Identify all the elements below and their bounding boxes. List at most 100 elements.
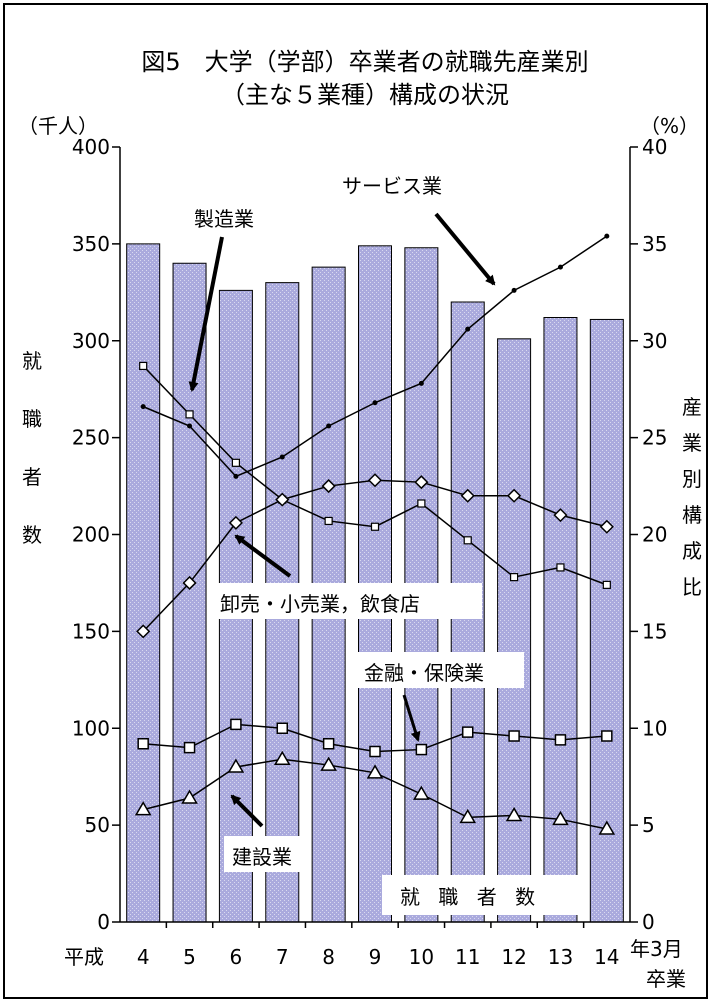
- left-tick-label-250: 250: [72, 426, 110, 450]
- series-label-service: サービス業: [342, 174, 442, 198]
- point-service-7: [279, 454, 285, 460]
- right-tick-label-25: 25: [642, 426, 667, 450]
- lines-layer: [134, 233, 616, 835]
- point-finance-9: [369, 745, 381, 758]
- point-wholesale-6: [228, 515, 243, 530]
- chart-title-line2: （主な５業種）構成の状況: [221, 81, 509, 109]
- point-service-10: [418, 380, 424, 386]
- x-tick-label-4: 4: [137, 945, 150, 969]
- point-manufacturing-10: [417, 499, 426, 508]
- chart-title-line1: 図5 大学（学部）卒業者の就職先産業別: [141, 48, 588, 76]
- point-service-9: [372, 400, 378, 406]
- point-wholesale-10: [414, 475, 429, 490]
- series-label-manufacturing: 製造業: [194, 207, 254, 231]
- left-tick-label-0: 0: [97, 910, 110, 934]
- point-wholesale-5: [182, 575, 197, 590]
- point-finance-13: [554, 734, 567, 746]
- point-construction-9: [366, 764, 384, 779]
- left-tick-label-300: 300: [72, 329, 110, 353]
- point-manufacturing-12: [509, 573, 519, 582]
- right-tick-label-40: 40: [642, 135, 667, 159]
- left-tick-label-100: 100: [72, 716, 110, 740]
- point-finance-5: [183, 741, 196, 754]
- point-service-13: [557, 264, 563, 270]
- point-wholesale-8: [321, 479, 336, 494]
- point-construction-11: [459, 808, 477, 824]
- right-tick-label-10: 10: [642, 716, 667, 740]
- left-tick-label-400: 400: [72, 135, 110, 159]
- left-axis-title-char-3: 数: [22, 523, 42, 547]
- point-wholesale-13: [553, 508, 568, 523]
- label-wholesale: 卸売・小売業，飲食店: [212, 583, 482, 619]
- left-axis-unit: （千人）: [18, 114, 98, 138]
- right-tick-label-15: 15: [642, 619, 667, 643]
- x-tick-label-9: 9: [369, 945, 382, 969]
- series-label-finance: 金融・保険業: [364, 661, 484, 685]
- point-wholesale-7: [275, 492, 290, 507]
- point-manufacturing-8: [324, 516, 333, 526]
- point-wholesale-9: [367, 473, 383, 488]
- bar-13: [543, 317, 578, 923]
- label-employees: 就 職 者 数: [382, 875, 578, 915]
- left-axis-title-char-2: 者: [22, 465, 42, 489]
- point-service-12: [511, 287, 517, 293]
- right-axis-unit: （%）: [640, 114, 699, 138]
- point-service-4: [140, 404, 146, 410]
- point-construction-4: [134, 801, 152, 816]
- point-finance-4: [137, 738, 149, 750]
- point-service-5: [187, 423, 193, 429]
- right-axis-title-char-1: 業: [682, 431, 702, 455]
- point-construction-5: [181, 789, 198, 804]
- point-manufacturing-5: [185, 410, 194, 419]
- left-tick-label-150: 150: [72, 619, 110, 643]
- right-tick-label-5: 5: [642, 813, 655, 837]
- x-tick-label-5: 5: [183, 945, 196, 969]
- point-construction-13: [552, 810, 569, 826]
- point-manufacturing-14: [602, 580, 611, 589]
- label-finance-box: [356, 652, 524, 688]
- x-tick-label-10: 10: [409, 945, 434, 969]
- axes-layer: 0 50 100 150 200 250 300 350 400 0 5 10 15 20 25 30 35 40…: [72, 135, 668, 969]
- point-finance-12: [508, 730, 520, 742]
- x-tick-label-14: 14: [594, 945, 619, 969]
- arrow-finance: [402, 694, 421, 742]
- point-construction-7: [273, 750, 291, 765]
- x-tick-label-6: 6: [230, 945, 243, 969]
- right-axis-title-char-2: 別: [682, 467, 702, 491]
- bar-12: [497, 338, 532, 923]
- x-tick-label-8: 8: [322, 945, 335, 969]
- point-finance-6: [230, 718, 242, 731]
- point-manufacturing-11: [463, 536, 472, 545]
- right-axis-title-char-0: 産: [682, 395, 702, 419]
- point-construction-10: [413, 785, 430, 800]
- point-service-6: [233, 473, 239, 479]
- x-tick-label-11: 11: [455, 945, 480, 969]
- point-wholesale-4: [136, 624, 151, 639]
- point-finance-11: [461, 726, 474, 738]
- x-tick-label-7: 7: [276, 945, 289, 969]
- series-label-construction: 建設業: [232, 845, 292, 869]
- label-manufacturing: 製造業: [194, 207, 254, 231]
- right-tick-label-35: 35: [642, 232, 667, 256]
- label-service: サービス業: [342, 174, 442, 198]
- left-axis-title-char-0: 就: [22, 349, 42, 373]
- point-service-11: [465, 326, 471, 332]
- point-finance-10: [415, 743, 428, 756]
- point-service-14: [604, 233, 610, 239]
- right-axis-title-char-5: 比: [682, 575, 702, 599]
- point-manufacturing-13: [556, 563, 565, 572]
- label-finance: 金融・保険業: [356, 652, 524, 688]
- point-wholesale-11: [460, 488, 475, 503]
- left-tick-label-200: 200: [72, 523, 110, 547]
- x-axis-prefix: 平成: [64, 945, 104, 969]
- x-tick-label-13: 13: [548, 945, 573, 969]
- point-manufacturing-4: [139, 361, 148, 371]
- point-construction-12: [505, 806, 523, 822]
- point-construction-14: [598, 820, 616, 835]
- point-wholesale-12: [507, 488, 522, 503]
- label-construction: 建設業: [224, 836, 308, 872]
- point-construction-8: [320, 756, 337, 771]
